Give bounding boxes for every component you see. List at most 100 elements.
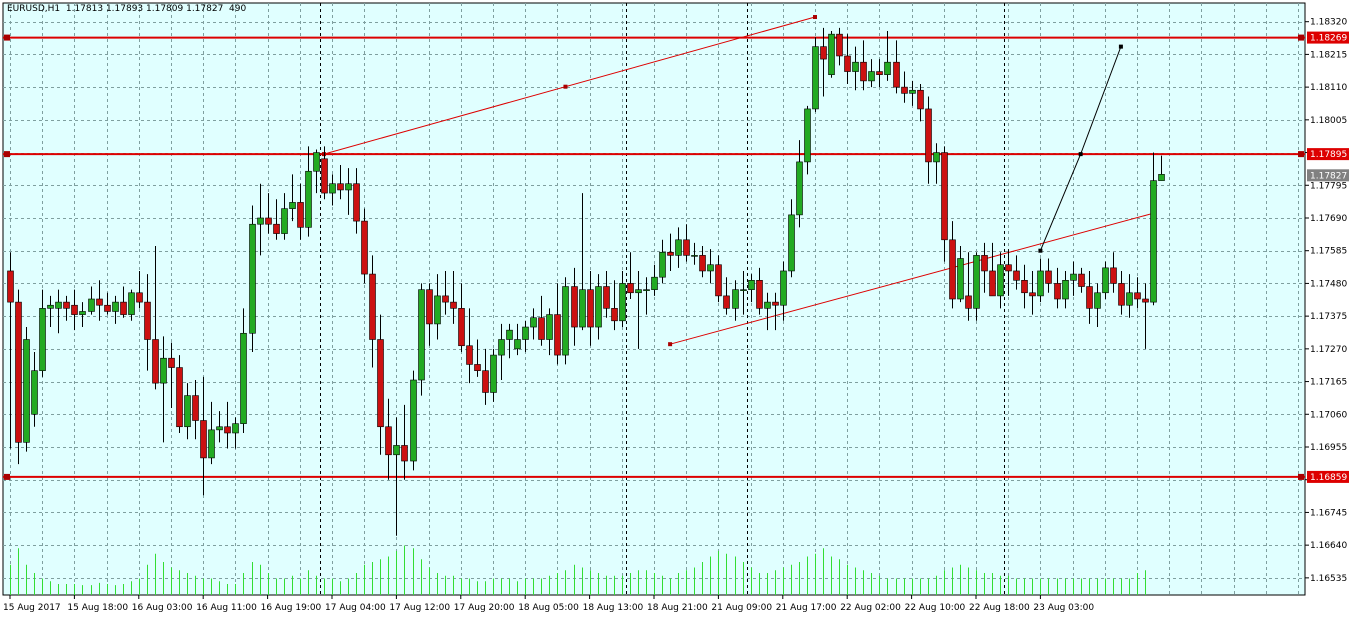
- y-tick-label: 1.16640: [1310, 541, 1347, 551]
- candle-body: [79, 311, 86, 315]
- candle-body: [200, 420, 207, 459]
- candle-body: [401, 445, 408, 462]
- y-tick-label: 1.17060: [1310, 410, 1347, 420]
- candle-body: [224, 426, 231, 434]
- candle-body: [120, 301, 127, 315]
- candle-body: [651, 276, 658, 290]
- level-price-label: 1.18269: [1310, 34, 1347, 44]
- candle-body: [63, 301, 70, 309]
- x-tick-label: 23 Aug 03:00: [1033, 603, 1094, 613]
- candle-body: [281, 208, 288, 234]
- x-tick-label: 16 Aug 19:00: [261, 603, 322, 613]
- candle-body: [442, 295, 449, 303]
- candle-body: [901, 86, 908, 94]
- candle-body: [88, 298, 95, 312]
- candle-body: [627, 283, 634, 294]
- candle-body: [965, 295, 972, 309]
- candle-body: [764, 301, 771, 309]
- candle-body: [273, 223, 280, 234]
- candle-body: [748, 280, 755, 290]
- candle-body: [957, 258, 964, 300]
- candle-body: [232, 423, 239, 434]
- candle-body: [1005, 264, 1012, 272]
- candle-body: [675, 239, 682, 256]
- x-tick-label: 18 Aug 05:00: [518, 603, 579, 613]
- candle-body: [1118, 283, 1125, 306]
- candle-body: [47, 304, 54, 309]
- candle-body: [104, 304, 111, 312]
- candle-body: [144, 301, 151, 340]
- candle-body: [136, 292, 143, 303]
- candle-body: [7, 270, 14, 303]
- candle-body: [1037, 270, 1044, 297]
- candle-body: [1142, 298, 1149, 303]
- candle-body: [1094, 292, 1101, 309]
- candle-body: [587, 289, 594, 328]
- x-tick-label: 22 Aug 18:00: [969, 603, 1030, 613]
- candle-body: [313, 152, 320, 172]
- y-tick-label: 1.16535: [1310, 574, 1347, 584]
- candle-body: [1021, 280, 1028, 294]
- candle-body: [571, 286, 578, 328]
- candle-body: [933, 152, 940, 163]
- candle-body: [997, 264, 1004, 297]
- candles: [7, 27, 1165, 536]
- candle-body: [619, 283, 626, 322]
- candle-body: [377, 339, 384, 428]
- candle-body: [804, 108, 811, 163]
- candle-body: [1150, 180, 1157, 303]
- candle-body: [369, 273, 376, 340]
- trendline: [323, 16, 816, 155]
- candle-body: [410, 379, 417, 462]
- projection-handle: [1038, 248, 1043, 253]
- candle-body: [884, 61, 891, 75]
- candle-body: [820, 46, 827, 60]
- current-price-label: 1.17827: [1310, 171, 1347, 181]
- candle-body: [305, 170, 312, 228]
- y-tick-label: 1.17795: [1310, 181, 1347, 191]
- candle-body: [1013, 270, 1020, 281]
- candle-body: [1029, 292, 1036, 297]
- candle-body: [458, 308, 465, 347]
- candle-body: [249, 223, 256, 334]
- trendline-handle: [668, 342, 673, 347]
- candle-body: [659, 251, 666, 278]
- candle-body: [546, 314, 553, 340]
- candle-body: [595, 286, 602, 328]
- chart-header: EURUSD,H1 1.17813 1.17893 1.17809 1.1782…: [7, 4, 246, 14]
- candle-body: [643, 289, 650, 291]
- current-price-box: [1307, 169, 1349, 182]
- candle-body: [15, 301, 22, 443]
- y-tick-label: 1.16745: [1310, 508, 1347, 518]
- y-tick-label: 1.17480: [1310, 279, 1347, 289]
- trendline-handle: [813, 15, 817, 20]
- candle-body: [1134, 292, 1141, 300]
- candle-body: [893, 61, 900, 88]
- x-tick-label: 16 Aug 11:00: [196, 603, 257, 613]
- candle-body: [393, 445, 400, 456]
- level-price-label: 1.17895: [1310, 150, 1347, 160]
- y-tick-label: 1.18320: [1310, 18, 1347, 28]
- candle-body: [490, 354, 497, 393]
- candle-body: [337, 183, 344, 191]
- trendlines: [321, 15, 1154, 347]
- candle-body: [434, 295, 441, 325]
- candle-body: [683, 239, 690, 256]
- candle-body: [611, 308, 618, 322]
- candle-body: [466, 345, 473, 365]
- y-tick-label: 1.17165: [1310, 378, 1347, 388]
- y-tick-label: 1.17690: [1310, 214, 1347, 224]
- candle-body: [23, 339, 30, 443]
- x-tick-label: 15 Aug 18:00: [67, 603, 128, 613]
- candle-body: [562, 286, 569, 356]
- candle-body: [1062, 280, 1069, 300]
- candle-body: [699, 255, 706, 272]
- candle-body: [1086, 286, 1093, 309]
- candle-body: [1054, 283, 1061, 300]
- candle-body: [852, 61, 859, 72]
- ohlc-label: 1.17813 1.17893 1.17809 1.17827: [65, 4, 224, 14]
- candle-body: [981, 255, 988, 272]
- candle-body: [160, 357, 167, 384]
